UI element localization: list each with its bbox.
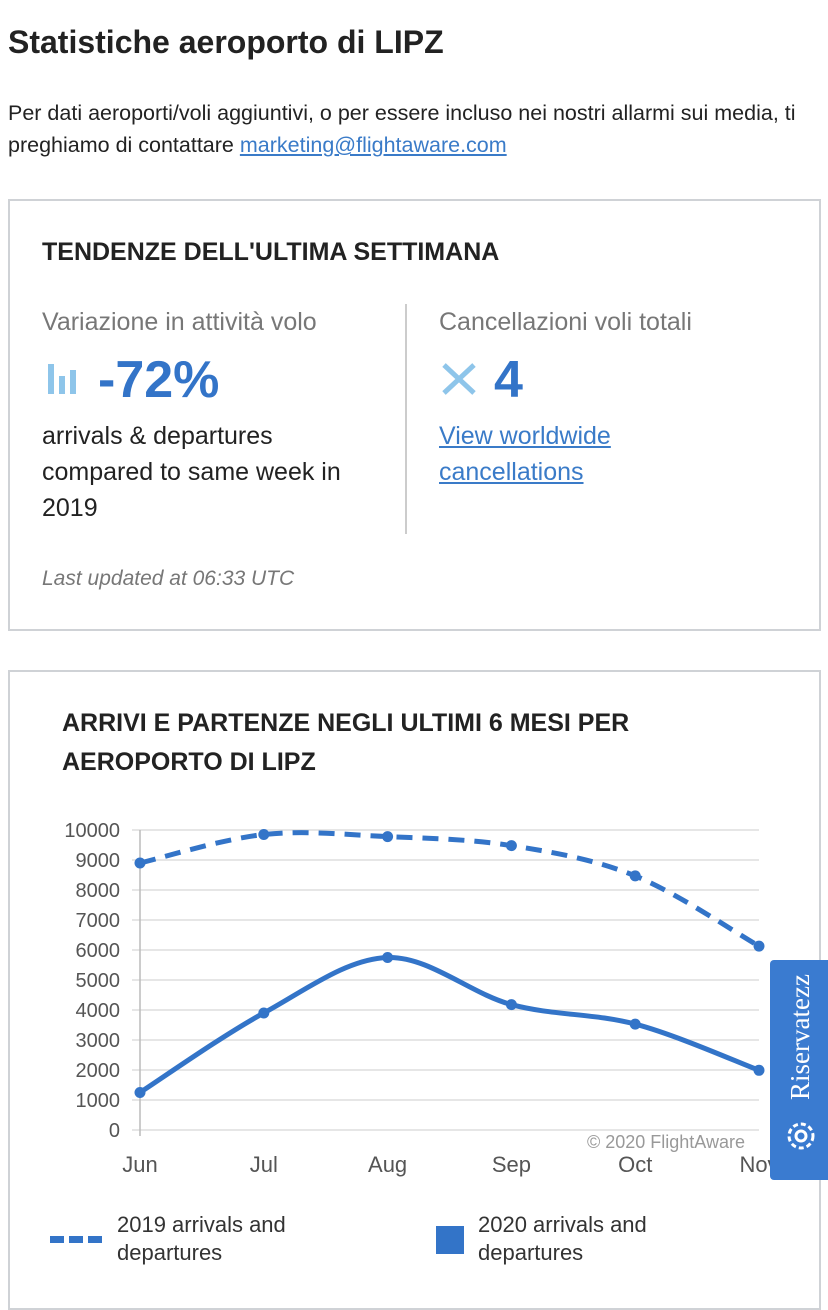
x-icon (442, 363, 476, 395)
point (505, 840, 517, 852)
privacy-tab[interactable] (770, 960, 828, 1180)
y-tick-label: 3000 (76, 1030, 121, 1052)
legend-label: 2020 arrivals and departures (478, 1212, 647, 1265)
chart-title: ARRIVI E PARTENZE NEGLI ULTIMI 6 MESI PE… (62, 709, 630, 776)
divider (405, 304, 407, 534)
legend-marker (436, 1226, 464, 1254)
x-tick-label: Sep (492, 1152, 531, 1177)
y-tick-label: 9000 (76, 850, 121, 872)
point (134, 1087, 146, 1098)
cancel-value: 4 (494, 351, 523, 409)
series-line (139, 830, 761, 949)
x-tick-label: Jun (122, 1152, 157, 1177)
legend-marker (50, 1236, 102, 1243)
x-tick-label: Jul (250, 1152, 278, 1177)
credit: © 2020 FlightAware (587, 1132, 745, 1152)
cancel-link[interactable]: View worldwide cancellations (439, 422, 611, 486)
point (753, 1064, 765, 1076)
intro: Per dati aeroporti/voli aggiuntivi, o pe… (8, 97, 808, 161)
x-tick-label: Aug (368, 1152, 407, 1177)
y-tick-label: 7000 (76, 910, 121, 932)
x-tick-label: Oct (618, 1152, 652, 1177)
y-tick-label: 0 (109, 1120, 120, 1142)
point (258, 829, 270, 840)
point (134, 857, 146, 869)
y-tick-label: 5000 (76, 970, 121, 992)
page-title: Statistiche aeroporto di LIPZ (8, 24, 444, 60)
y-tick-label: 8000 (76, 880, 121, 902)
updated: Last updated at 06:33 UTC (42, 567, 295, 590)
point (629, 1018, 641, 1030)
privacy-label[interactable]: Riservatezz (785, 974, 815, 1100)
y-tick-label: 4000 (76, 1000, 121, 1022)
legend-label: 2019 arrivals and departures (117, 1212, 286, 1265)
activity-label: Variazione in attività volo (42, 308, 317, 336)
point (382, 831, 394, 843)
point (505, 999, 517, 1011)
y-tick-label: 6000 (76, 940, 121, 962)
point (258, 1007, 270, 1019)
activity-value: -72% (98, 351, 220, 409)
bar-icon (48, 364, 76, 394)
email-link[interactable]: marketing@flightaware.com (239, 133, 507, 157)
y-tick-label: 1000 (76, 1090, 121, 1112)
point (629, 870, 641, 882)
trends-title: TENDENZE DELL'ULTIMA SETTIMANA (42, 238, 500, 266)
gear-icon (787, 1122, 815, 1150)
point (382, 952, 394, 963)
activity-note: arrivals & departures compared to same w… (42, 422, 341, 522)
cancel-label: Cancellazioni voli totali (439, 308, 692, 336)
series-line (138, 954, 760, 1095)
point (753, 940, 765, 952)
trends-card (8, 199, 821, 631)
y-tick-label: 10000 (64, 820, 120, 842)
y-tick-label: 2000 (76, 1060, 121, 1082)
intro-text: Per dati aeroporti/voli aggiuntivi, o pe… (8, 101, 796, 157)
